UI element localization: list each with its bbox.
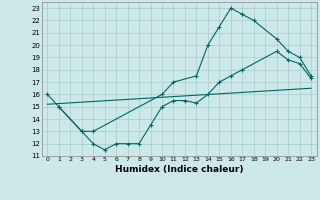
X-axis label: Humidex (Indice chaleur): Humidex (Indice chaleur) xyxy=(115,165,244,174)
